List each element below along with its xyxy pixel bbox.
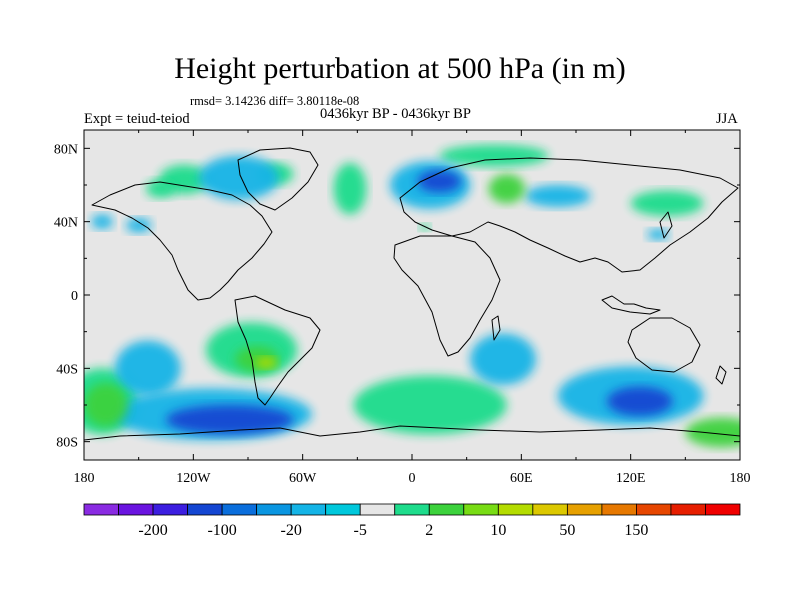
anomaly-region-25 xyxy=(166,405,294,435)
anomaly-region-22 xyxy=(84,383,128,427)
colorbar-swatch xyxy=(532,503,568,516)
x-tick-label: 120W xyxy=(176,471,211,486)
anomaly-region-18 xyxy=(470,333,536,385)
colorbar-swatch xyxy=(83,503,119,516)
colorbar-swatch xyxy=(463,503,499,516)
colorbar-label: 150 xyxy=(624,522,648,539)
colorbar-swatch xyxy=(394,503,430,516)
season-label: JJA xyxy=(716,111,738,127)
colorbar-swatch xyxy=(705,503,741,516)
colorbar-label: -20 xyxy=(280,522,301,539)
anomaly-region-11 xyxy=(91,214,114,229)
colorbar-swatch xyxy=(601,503,637,516)
colorbar-swatch xyxy=(359,503,396,516)
colorbar-swatch xyxy=(670,503,706,516)
colorbar-label: 50 xyxy=(559,522,575,539)
anomaly-region-27 xyxy=(255,357,278,369)
colorbar-label: 2 xyxy=(425,522,433,539)
map-plot-area xyxy=(84,130,740,460)
colorbar-swatch xyxy=(118,503,154,516)
colorbar-swatch xyxy=(636,503,672,516)
anomaly-region-4 xyxy=(439,144,549,167)
anomaly-region-10 xyxy=(198,155,279,200)
y-tick-label: 0 xyxy=(71,289,78,304)
subtitle-label: 0436kyr BP - 0436kyr BP xyxy=(320,106,471,122)
x-tick-label: 180 xyxy=(730,471,751,486)
page-title: Height perturbation at 500 hPa (in m) xyxy=(174,52,626,85)
stats-label: rmsd= 3.14236 diff= 3.80118e-08 xyxy=(190,94,360,108)
experiment-label: Expt = teiud-teiod xyxy=(84,111,190,127)
x-tick-label: 0 xyxy=(409,471,416,486)
x-tick-label: 120E xyxy=(616,471,646,486)
anomaly-region-12 xyxy=(125,218,152,233)
anomaly-region-14 xyxy=(525,185,591,207)
x-tick-label: 180 xyxy=(74,471,95,486)
anomaly-region-24 xyxy=(417,170,462,193)
y-tick-label: 40S xyxy=(56,362,78,377)
anomaly-region-1 xyxy=(145,179,176,198)
colorbar-label: -5 xyxy=(354,522,367,539)
anomaly-region-9 xyxy=(353,375,507,435)
colorbar-swatch xyxy=(428,503,465,516)
colorbar-label: 10 xyxy=(490,522,506,539)
colorbar-swatch xyxy=(256,503,292,516)
colorbar-swatch xyxy=(290,503,327,516)
y-tick-label: 80S xyxy=(56,436,78,451)
anomaly-region-26 xyxy=(607,386,673,416)
x-tick-label: 60W xyxy=(289,471,317,486)
x-tick-label: 60E xyxy=(510,471,533,486)
anomaly-region-15 xyxy=(647,229,669,240)
colorbar-swatch xyxy=(497,503,534,516)
colorbar-swatch xyxy=(566,503,603,516)
colorbar-label: -100 xyxy=(207,522,236,539)
anomaly-region-16 xyxy=(115,340,181,396)
colorbar-swatch xyxy=(325,503,361,516)
anomaly-region-23 xyxy=(685,417,740,448)
y-tick-label: 40N xyxy=(54,216,78,231)
colorbar-label: -200 xyxy=(138,522,167,539)
colorbar: -200 -100 -20 -5 2 10 50 150 xyxy=(83,503,741,539)
anomaly-region-20 xyxy=(488,174,525,204)
anomaly-region-5 xyxy=(630,190,704,217)
anomaly-field xyxy=(84,144,740,448)
y-tick-label: 80N xyxy=(54,142,78,157)
map-axes: 180 120W 60W 0 60E 120E 180 80N 40N 0 40S 80S xyxy=(54,130,751,486)
coastlines xyxy=(84,147,740,441)
colorbar-swatch xyxy=(152,503,188,516)
anomaly-region-3 xyxy=(333,163,367,215)
colorbar-swatch xyxy=(187,503,223,516)
colorbar-swatch xyxy=(221,503,258,516)
